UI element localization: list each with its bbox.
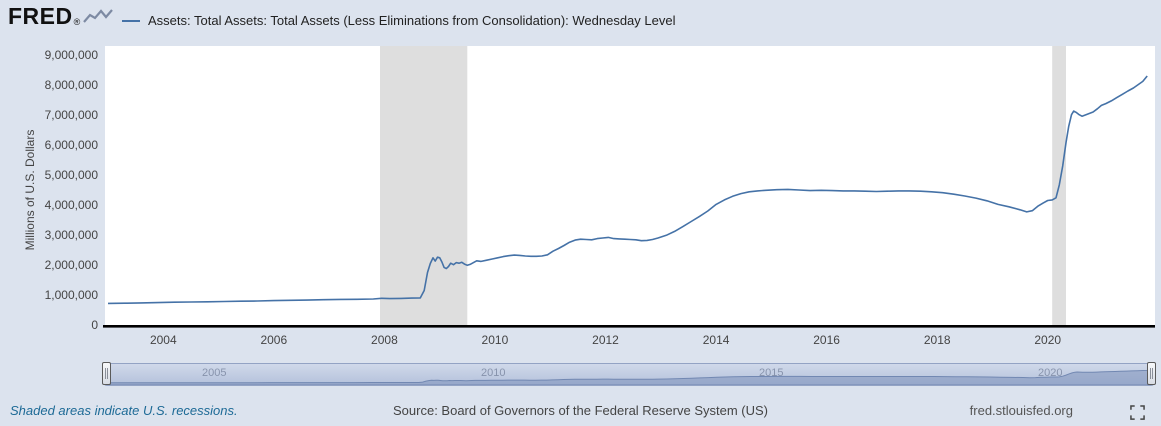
slider-right-handle[interactable]: [1147, 362, 1156, 385]
site-link[interactable]: fred.stlouisfed.org: [969, 403, 1073, 418]
svg-text:5,000,000: 5,000,000: [45, 168, 99, 182]
recession-note-link[interactable]: Shaded areas indicate U.S. recessions.: [10, 403, 238, 418]
registered-mark: ®: [73, 17, 81, 27]
legend-label: Assets: Total Assets: Total Assets (Less…: [148, 13, 676, 28]
svg-text:7,000,000: 7,000,000: [45, 108, 99, 122]
svg-text:2016: 2016: [813, 333, 840, 347]
svg-text:3,000,000: 3,000,000: [45, 228, 99, 242]
fred-logo-text: FRED: [8, 3, 73, 29]
source-text: Source: Board of Governors of the Federa…: [393, 403, 768, 418]
svg-text:6,000,000: 6,000,000: [45, 138, 99, 152]
slider-left-handle[interactable]: [102, 362, 111, 385]
svg-text:9,000,000: 9,000,000: [45, 48, 99, 62]
date-range-slider[interactable]: 2005 2010 2015 2020: [102, 362, 1156, 386]
line-chart-plot[interactable]: 0 1,000,000 2,000,000 3,000,000 4,000,000 5,0…: [0, 42, 1161, 347]
svg-text:4,000,000: 4,000,000: [45, 198, 99, 212]
fred-logo-chart-icon: [83, 9, 114, 23]
fred-logo[interactable]: FRED ®: [8, 3, 114, 29]
svg-text:2014: 2014: [703, 333, 730, 347]
svg-text:2,000,000: 2,000,000: [45, 258, 99, 272]
svg-text:0: 0: [91, 318, 98, 332]
svg-text:2012: 2012: [592, 333, 619, 347]
legend-line-swatch: [122, 19, 140, 22]
svg-text:8,000,000: 8,000,000: [45, 78, 99, 92]
slider-area-chart: [104, 369, 1154, 385]
svg-text:2004: 2004: [150, 333, 177, 347]
fullscreen-icon[interactable]: [1130, 405, 1145, 420]
legend: Assets: Total Assets: Total Assets (Less…: [122, 13, 675, 28]
svg-text:2006: 2006: [260, 333, 287, 347]
svg-text:2018: 2018: [924, 333, 951, 347]
svg-text:2008: 2008: [371, 333, 398, 347]
svg-text:1,000,000: 1,000,000: [45, 288, 99, 302]
svg-text:2020: 2020: [1034, 333, 1061, 347]
svg-text:2010: 2010: [482, 333, 509, 347]
